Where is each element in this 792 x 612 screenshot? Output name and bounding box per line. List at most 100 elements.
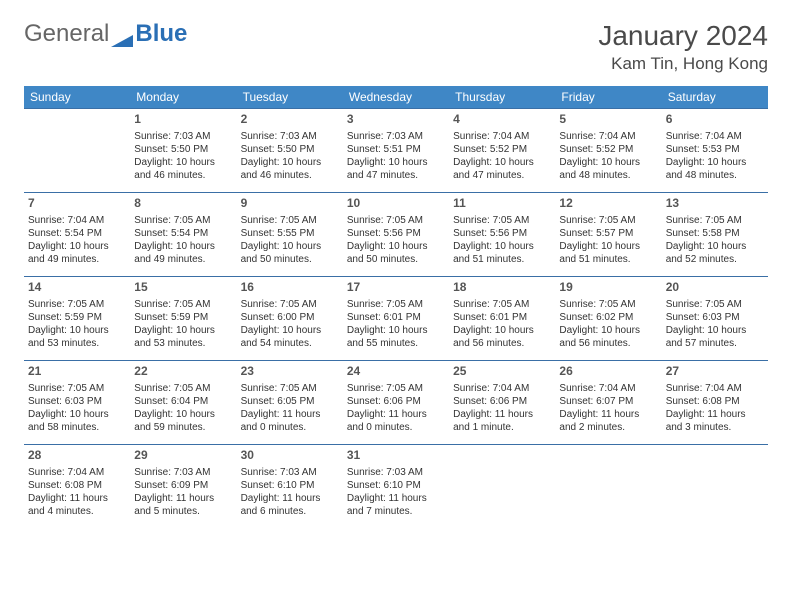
- daylight-text: Daylight: 11 hours and 5 minutes.: [134, 492, 232, 518]
- day-number: 17: [347, 280, 445, 296]
- calendar-day-cell: 9 Sunrise: 7:05 AMSunset: 5:55 PMDaylight…: [237, 193, 343, 277]
- daylight-text: Daylight: 11 hours and 1 minute.: [453, 408, 551, 434]
- calendar-day-cell: [449, 445, 555, 529]
- sunset-text: Sunset: 6:01 PM: [347, 311, 445, 324]
- daylight-text: Daylight: 10 hours and 48 minutes.: [559, 156, 657, 182]
- daylight-text: Daylight: 11 hours and 3 minutes.: [666, 408, 764, 434]
- sunrise-text: Sunrise: 7:03 AM: [347, 130, 445, 143]
- calendar-week-row: 7Sunrise: 7:04 AMSunset: 5:54 PMDaylight…: [24, 193, 768, 277]
- sunrise-text: Sunrise: 7:03 AM: [241, 130, 339, 143]
- calendar-week-row: 14Sunrise: 7:05 AMSunset: 5:59 PMDayligh…: [24, 277, 768, 361]
- sunrise-text: Sunrise: 7:04 AM: [666, 130, 764, 143]
- daylight-text: Daylight: 11 hours and 0 minutes.: [241, 408, 339, 434]
- calendar-day-cell: 23Sunrise: 7:05 AMSunset: 6:05 PMDayligh…: [237, 361, 343, 445]
- calendar-day-cell: 26Sunrise: 7:04 AMSunset: 6:07 PMDayligh…: [555, 361, 661, 445]
- day-number: 16: [241, 280, 339, 296]
- calendar-day-cell: 29Sunrise: 7:03 AMSunset: 6:09 PMDayligh…: [130, 445, 236, 529]
- weekday-header: Tuesday: [237, 86, 343, 109]
- sunrise-text: Sunrise: 7:05 AM: [241, 214, 339, 227]
- day-number: 15: [134, 280, 232, 296]
- sunset-text: Sunset: 5:56 PM: [347, 227, 445, 240]
- sunset-text: Sunset: 5:59 PM: [28, 311, 126, 324]
- sunrise-text: Sunrise: 7:05 AM: [28, 382, 126, 395]
- sunset-text: Sunset: 5:52 PM: [559, 143, 657, 156]
- sunrise-text: Sunrise: 7:05 AM: [241, 298, 339, 311]
- day-number: 27: [666, 364, 764, 380]
- location: Kam Tin, Hong Kong: [598, 54, 768, 74]
- day-number: 30: [241, 448, 339, 464]
- day-number: 5: [559, 112, 657, 128]
- daylight-text: Daylight: 10 hours and 47 minutes.: [347, 156, 445, 182]
- weekday-header: Wednesday: [343, 86, 449, 109]
- calendar-day-cell: 7Sunrise: 7:04 AMSunset: 5:54 PMDaylight…: [24, 193, 130, 277]
- day-number: 3: [347, 112, 445, 128]
- sunrise-text: Sunrise: 7:04 AM: [28, 466, 126, 479]
- calendar-week-row: 1Sunrise: 7:03 AMSunset: 5:50 PMDaylight…: [24, 109, 768, 193]
- calendar-body: 1Sunrise: 7:03 AMSunset: 5:50 PMDaylight…: [24, 109, 768, 529]
- sunset-text: Sunset: 6:10 PM: [241, 479, 339, 492]
- day-number: 7: [28, 196, 126, 212]
- sunrise-text: Sunrise: 7:05 AM: [453, 298, 551, 311]
- sunset-text: Sunset: 5:57 PM: [559, 227, 657, 240]
- sunset-text: Sunset: 6:08 PM: [666, 395, 764, 408]
- sunrise-text: Sunrise: 7:04 AM: [559, 382, 657, 395]
- sunrise-text: Sunrise: 7:03 AM: [347, 466, 445, 479]
- sunset-text: Sunset: 6:07 PM: [559, 395, 657, 408]
- sunrise-text: Sunrise: 7:05 AM: [453, 214, 551, 227]
- daylight-text: Daylight: 10 hours and 46 minutes.: [134, 156, 232, 182]
- calendar-day-cell: 1Sunrise: 7:03 AMSunset: 5:50 PMDaylight…: [130, 109, 236, 193]
- calendar-day-cell: 10Sunrise: 7:05 AMSunset: 5:56 PMDayligh…: [343, 193, 449, 277]
- sunrise-text: Sunrise: 7:05 AM: [241, 382, 339, 395]
- day-number: 10: [347, 196, 445, 212]
- sunrise-text: Sunrise: 7:03 AM: [134, 466, 232, 479]
- header: General Blue January 2024 Kam Tin, Hong …: [24, 20, 768, 74]
- calendar-day-cell: 11Sunrise: 7:05 AMSunset: 5:56 PMDayligh…: [449, 193, 555, 277]
- sunrise-text: Sunrise: 7:05 AM: [559, 298, 657, 311]
- brand-logo: General Blue: [24, 20, 187, 48]
- day-number: 12: [559, 196, 657, 212]
- calendar-day-cell: 25Sunrise: 7:04 AMSunset: 6:06 PMDayligh…: [449, 361, 555, 445]
- calendar-day-cell: 22Sunrise: 7:05 AMSunset: 6:04 PMDayligh…: [130, 361, 236, 445]
- calendar-day-cell: 3Sunrise: 7:03 AMSunset: 5:51 PMDaylight…: [343, 109, 449, 193]
- sunrise-text: Sunrise: 7:03 AM: [134, 130, 232, 143]
- weekday-header: Sunday: [24, 86, 130, 109]
- day-number: 9: [241, 196, 339, 212]
- day-number: 6: [666, 112, 764, 128]
- sunset-text: Sunset: 6:08 PM: [28, 479, 126, 492]
- day-number: 2: [241, 112, 339, 128]
- calendar-day-cell: [555, 445, 661, 529]
- daylight-text: Daylight: 10 hours and 50 minutes.: [347, 240, 445, 266]
- calendar-day-cell: 27Sunrise: 7:04 AMSunset: 6:08 PMDayligh…: [662, 361, 768, 445]
- daylight-text: Daylight: 11 hours and 0 minutes.: [347, 408, 445, 434]
- day-number: 8: [134, 196, 232, 212]
- weekday-header: Saturday: [662, 86, 768, 109]
- calendar-day-cell: 30Sunrise: 7:03 AMSunset: 6:10 PMDayligh…: [237, 445, 343, 529]
- calendar-day-cell: 16Sunrise: 7:05 AMSunset: 6:00 PMDayligh…: [237, 277, 343, 361]
- daylight-text: Daylight: 10 hours and 51 minutes.: [453, 240, 551, 266]
- sunrise-text: Sunrise: 7:04 AM: [453, 382, 551, 395]
- daylight-text: Daylight: 10 hours and 50 minutes.: [241, 240, 339, 266]
- sunset-text: Sunset: 6:02 PM: [559, 311, 657, 324]
- daylight-text: Daylight: 10 hours and 53 minutes.: [28, 324, 126, 350]
- sunset-text: Sunset: 5:50 PM: [134, 143, 232, 156]
- sunrise-text: Sunrise: 7:04 AM: [453, 130, 551, 143]
- sunrise-text: Sunrise: 7:04 AM: [559, 130, 657, 143]
- sunrise-text: Sunrise: 7:05 AM: [134, 298, 232, 311]
- day-number: 21: [28, 364, 126, 380]
- daylight-text: Daylight: 10 hours and 49 minutes.: [28, 240, 126, 266]
- daylight-text: Daylight: 10 hours and 53 minutes.: [134, 324, 232, 350]
- sunset-text: Sunset: 5:52 PM: [453, 143, 551, 156]
- sunset-text: Sunset: 6:06 PM: [453, 395, 551, 408]
- daylight-text: Daylight: 10 hours and 49 minutes.: [134, 240, 232, 266]
- sunset-text: Sunset: 5:55 PM: [241, 227, 339, 240]
- daylight-text: Daylight: 10 hours and 51 minutes.: [559, 240, 657, 266]
- day-number: 24: [347, 364, 445, 380]
- sunset-text: Sunset: 5:58 PM: [666, 227, 764, 240]
- daylight-text: Daylight: 10 hours and 48 minutes.: [666, 156, 764, 182]
- daylight-text: Daylight: 11 hours and 4 minutes.: [28, 492, 126, 518]
- daylight-text: Daylight: 10 hours and 46 minutes.: [241, 156, 339, 182]
- sunset-text: Sunset: 5:56 PM: [453, 227, 551, 240]
- day-number: 31: [347, 448, 445, 464]
- sunset-text: Sunset: 5:54 PM: [28, 227, 126, 240]
- brand-general: General: [24, 20, 109, 48]
